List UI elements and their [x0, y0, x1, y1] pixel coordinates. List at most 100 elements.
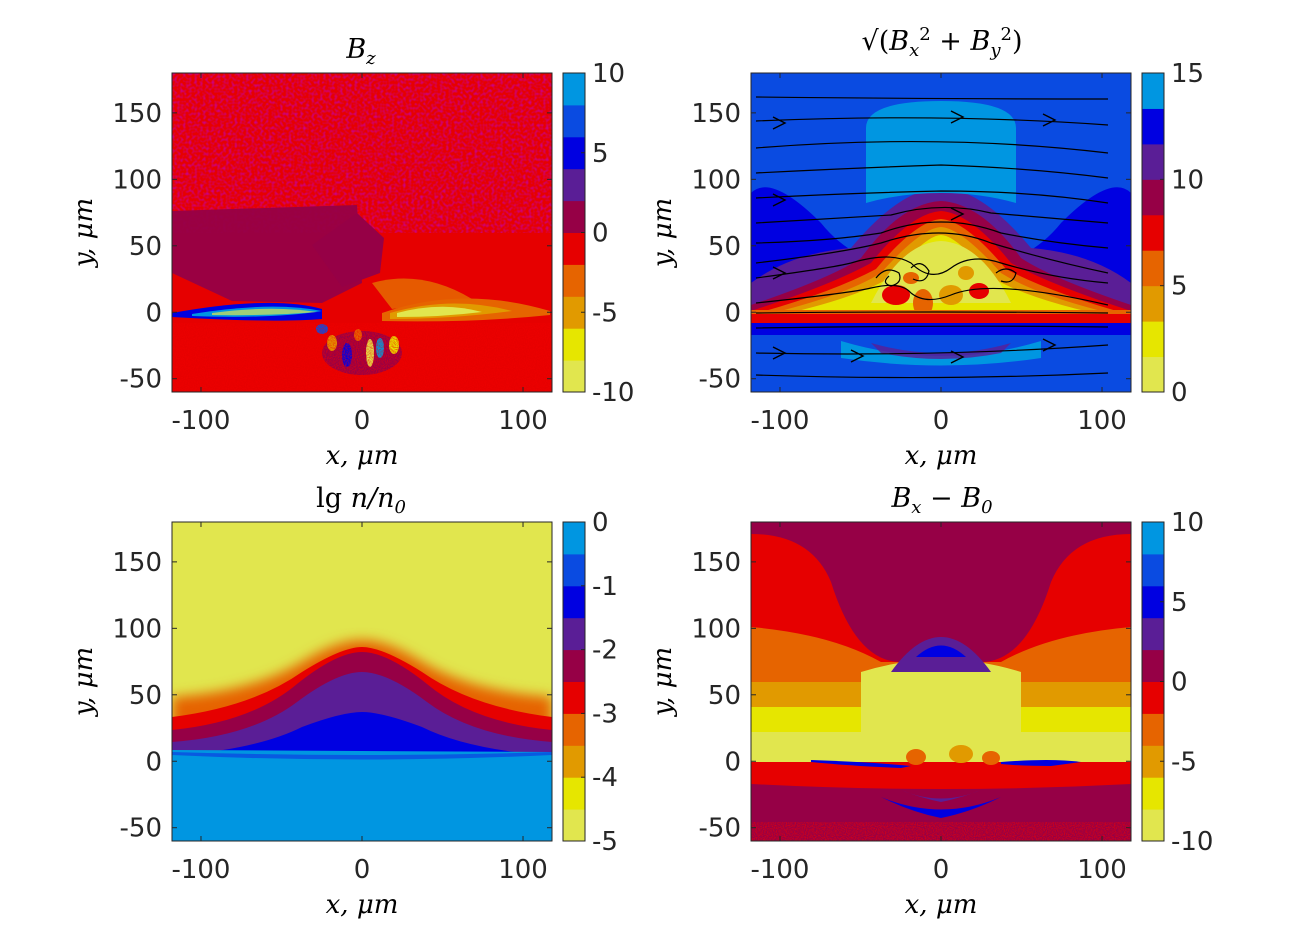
ytick-label: 0 — [145, 747, 162, 777]
ytick-label: 150 — [112, 548, 162, 578]
ytick-label: 50 — [129, 681, 162, 711]
colorbar-swatch — [563, 360, 585, 393]
ytick-label: 100 — [691, 614, 741, 644]
plot-bz — [172, 73, 552, 392]
colorbar-tick-label: -5 — [1171, 747, 1197, 777]
ylabel: y, μm — [69, 647, 99, 717]
xtick-label: -100 — [750, 855, 809, 885]
ytick-label: 100 — [691, 165, 741, 195]
ytick-label: 150 — [691, 99, 741, 129]
colorbar-tick-label: -2 — [592, 636, 618, 666]
colorbar-swatch — [1142, 681, 1164, 714]
colorbar-frame — [562, 521, 586, 842]
bx-turbulence — [881, 745, 1001, 818]
colorbar-swatch — [563, 328, 585, 361]
colorbar-swatch — [1142, 713, 1164, 746]
title-density: lg n/n0 — [316, 483, 406, 518]
ytick-label: 50 — [129, 232, 162, 262]
colorbar-swatch — [1142, 553, 1164, 587]
colorbar-tick-label: 10 — [1171, 165, 1204, 195]
colorbar-swatch — [563, 553, 585, 587]
ytick-label: 0 — [724, 747, 741, 777]
colorbar-swatch — [563, 522, 585, 555]
xlabel: x, μm — [905, 441, 978, 471]
xtick-label: 0 — [933, 855, 950, 885]
colorbar-tick-label: 10 — [592, 59, 625, 89]
colorbar-swatch — [563, 585, 585, 619]
streamline-arrows — [772, 110, 1057, 364]
colorbar-swatch — [563, 681, 585, 714]
colorbar-swatch — [563, 136, 585, 170]
xlabel: x, μm — [326, 890, 399, 920]
ytick-label: 150 — [691, 548, 741, 578]
colorbar-swatch — [1142, 809, 1164, 842]
axes-density: -100 0 100 -50 0 50 100 150 x, μm y, μm 0 -1 -2 -3 -4 -… — [69, 508, 618, 920]
colorbar-swatch — [1142, 522, 1164, 555]
xtick-label: 100 — [1077, 406, 1127, 436]
colorbar-swatch — [1142, 745, 1164, 778]
colorbar-swatch — [563, 232, 585, 265]
xtick-label: 0 — [354, 855, 371, 885]
colorbar-swatch — [1142, 777, 1164, 810]
xlabel: x, μm — [905, 890, 978, 920]
ytick-label: 0 — [724, 298, 741, 328]
colorbar-tick-label: -5 — [592, 298, 618, 328]
xtick-label: 100 — [1077, 855, 1127, 885]
panel-bperp: √(Bx2 + By2) — [750, 24, 1132, 393]
colorbar-swatch — [563, 809, 585, 842]
ylabel: y, μm — [69, 198, 99, 268]
colorbar-tick-label: -4 — [592, 763, 618, 793]
xtick-label: 100 — [498, 406, 548, 436]
colorbar-swatch — [563, 617, 585, 651]
colorbar-swatch — [1142, 143, 1164, 180]
colorbar-tick-label: 0 — [592, 508, 609, 538]
plot-density — [172, 522, 552, 841]
colorbar-frame — [1141, 72, 1165, 393]
colorbar-tick-label: 5 — [1171, 272, 1188, 302]
colorbar-swatch — [1142, 285, 1164, 322]
colorbar-swatch — [1142, 250, 1164, 287]
xlabel: x, μm — [326, 441, 399, 471]
colorbar-tick-label: -10 — [1171, 827, 1213, 857]
colorbar-swatch — [563, 73, 585, 106]
xtick-label: 0 — [354, 406, 371, 436]
colorbar-tick-label: 5 — [592, 139, 609, 169]
ytick-label: 100 — [112, 614, 162, 644]
colorbar-swatch — [1142, 617, 1164, 651]
panel-density: lg n/n0 — [171, 483, 553, 842]
colorbar-swatch — [1142, 214, 1164, 251]
plot-bx — [751, 522, 1131, 841]
xtick-label: 0 — [933, 406, 950, 436]
colorbar-swatch — [563, 200, 585, 233]
ytick-label: -50 — [699, 814, 741, 844]
colorbar-swatch — [563, 168, 585, 202]
title-bperp: √(Bx2 + By2) — [861, 24, 1022, 61]
xtick-label: -100 — [171, 855, 230, 885]
streamlines — [755, 96, 1109, 379]
colorbar-swatch — [1142, 179, 1164, 216]
colorbar-swatch — [563, 296, 585, 329]
title-bx: Bx − B0 — [890, 483, 992, 518]
colorbar-swatch — [1142, 321, 1164, 358]
ylabel: y, μm — [648, 647, 678, 717]
xtick-label: -100 — [750, 406, 809, 436]
colorbar-tick-label: 10 — [1171, 508, 1204, 538]
colorbar-swatch — [563, 777, 585, 810]
colorbar-swatch — [563, 649, 585, 682]
colorbar-tick-label: -3 — [592, 699, 618, 729]
title-bz: Bz — [345, 34, 376, 69]
colorbar-tick-label: 5 — [1171, 588, 1188, 618]
colorbar-swatch — [1142, 356, 1164, 393]
ytick-label: -50 — [699, 365, 741, 395]
colorbar-swatch — [1142, 649, 1164, 682]
colorbar-tick-label: -5 — [592, 827, 618, 857]
ytick-label: 100 — [112, 165, 162, 195]
panel-bx: Bx − B0 — [750, 483, 1132, 842]
panel-bz: Bz — [171, 34, 553, 393]
ylabel: y, μm — [648, 198, 678, 268]
colorbar-tick-label: 0 — [592, 219, 609, 249]
